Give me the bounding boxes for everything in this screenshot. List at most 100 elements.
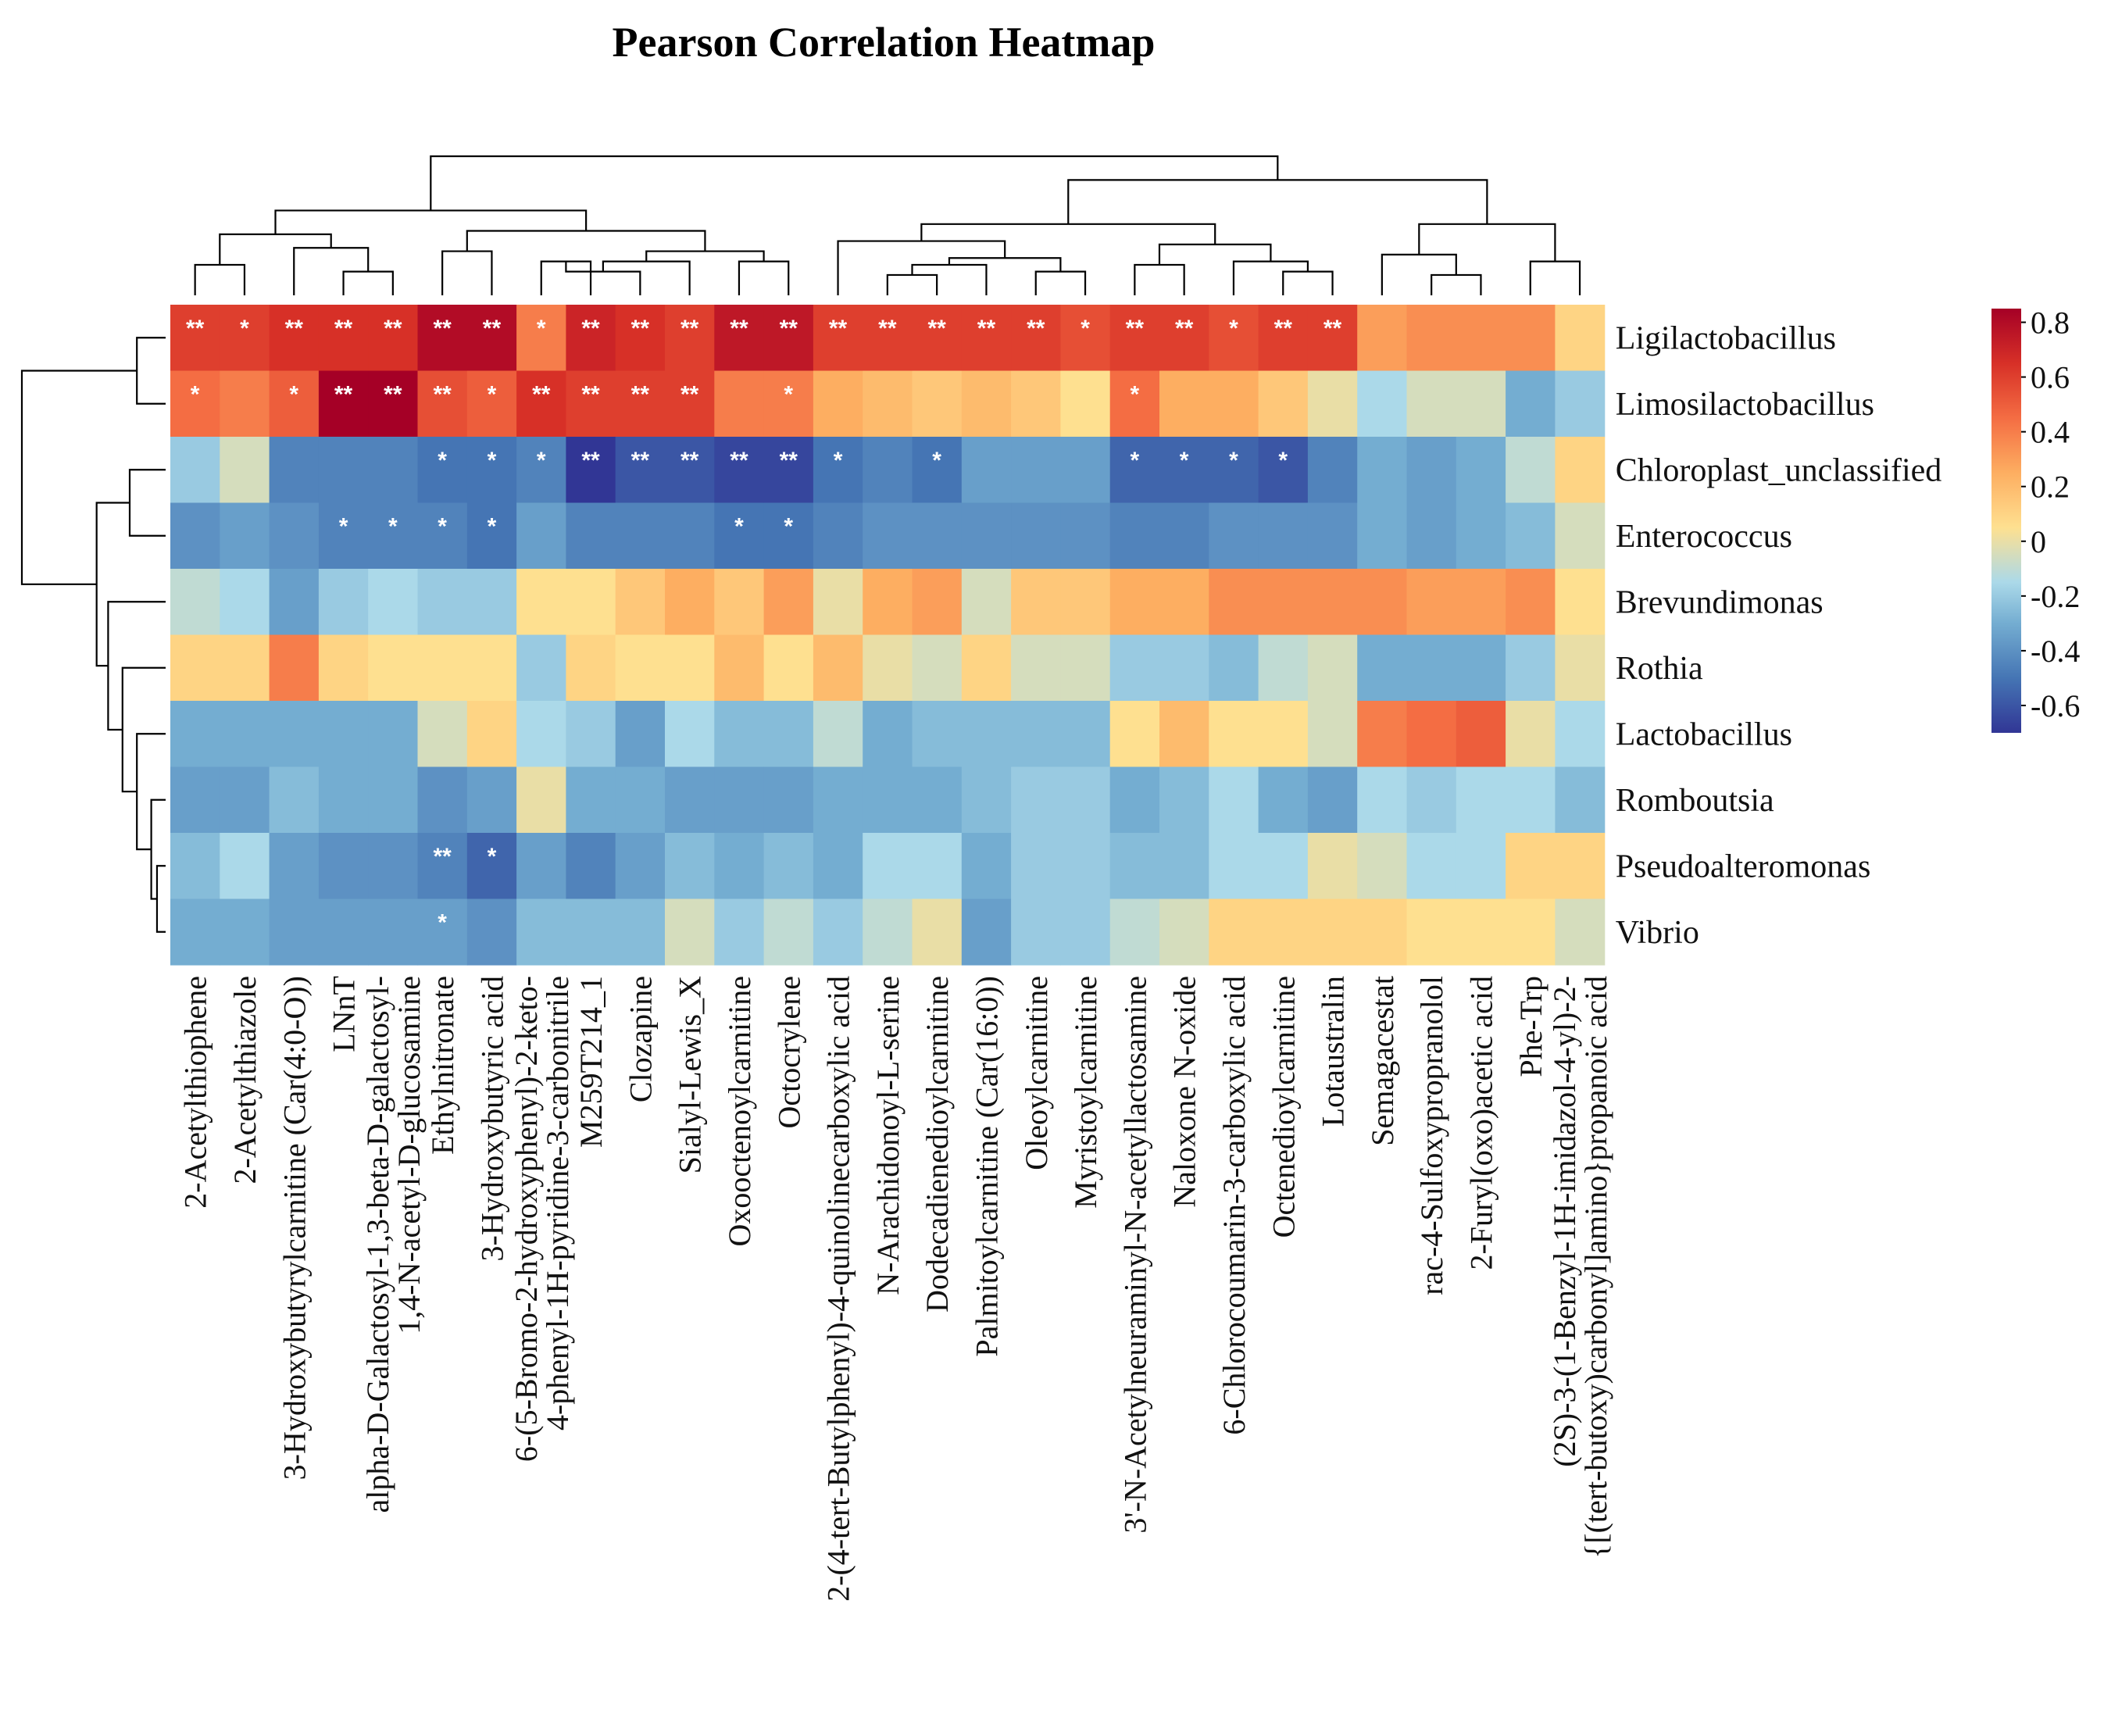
heatmap-cell — [813, 898, 863, 966]
heatmap-cell — [1357, 833, 1408, 900]
significance-mark: * — [1229, 448, 1238, 473]
heatmap-cell — [170, 701, 220, 768]
significance-mark: ** — [581, 316, 600, 341]
dendrogram-link — [602, 260, 691, 295]
heatmap-cell — [1258, 305, 1309, 372]
dendrogram-link — [1529, 260, 1581, 295]
heatmap-cell — [566, 701, 616, 768]
significance-mark: ** — [483, 316, 502, 341]
significance-mark: ** — [581, 382, 600, 408]
heatmap-cell — [1555, 701, 1606, 768]
heatmap-cell — [1258, 437, 1309, 504]
column-label: 2-Furyl(oxo)acetic acid — [1463, 976, 1499, 1270]
significance-mark: * — [438, 910, 447, 936]
significance-mark: ** — [780, 316, 798, 341]
dendrogram-link — [136, 337, 166, 405]
heatmap-cell — [615, 701, 666, 768]
heatmap-cell — [318, 766, 369, 834]
heatmap-cell — [615, 898, 666, 966]
significance-mark: * — [784, 382, 793, 408]
heatmap-cell — [1555, 437, 1606, 504]
heatmap-cell — [1555, 766, 1606, 834]
heatmap-cell — [1109, 305, 1160, 372]
heatmap-cell — [912, 634, 963, 702]
heatmap-cell — [566, 370, 616, 438]
chart-title: Pearson Correlation Heatmap — [613, 19, 1156, 66]
heatmap-cell — [912, 370, 963, 438]
heatmap-cell — [1406, 833, 1457, 900]
significance-mark: ** — [1323, 316, 1342, 341]
heatmap-cell — [1406, 569, 1457, 636]
heatmap-cell — [220, 898, 270, 966]
heatmap-cell — [220, 305, 270, 372]
heatmap-cell — [1159, 833, 1209, 900]
heatmap-cell — [417, 833, 468, 900]
heatmap-cell — [665, 701, 715, 768]
heatmap-cell — [417, 502, 468, 570]
dendrogram-link — [1134, 263, 1185, 295]
dendrogram-link — [121, 666, 166, 793]
heatmap-cell — [763, 898, 814, 966]
colorbar-tick-label: -0.6 — [2031, 688, 2080, 723]
dendrogram-link — [911, 263, 988, 295]
heatmap-cell — [1258, 701, 1309, 768]
significance-mark: * — [1180, 448, 1189, 473]
column-label: Myristoylcarnitine — [1068, 976, 1103, 1209]
significance-mark: ** — [829, 316, 848, 341]
heatmap-cell — [516, 634, 566, 702]
column-label: rac-4-Sulfoxypropranolol — [1414, 976, 1449, 1295]
heatmap-cell — [170, 569, 220, 636]
heatmap-cell — [665, 370, 715, 438]
heatmap-cell — [1011, 898, 1061, 966]
heatmap-cell — [714, 305, 765, 372]
heatmap-cell — [1456, 701, 1506, 768]
dendrogram-link — [1418, 223, 1556, 262]
heatmap-cell — [269, 766, 320, 834]
heatmap-cell — [1159, 437, 1209, 504]
heatmap-cell — [1456, 898, 1506, 966]
column-label: 3'-N-Acetylneuraminyl-N-acetyllactosamin… — [1117, 976, 1152, 1534]
heatmap-cell — [516, 701, 566, 768]
heatmap-cell — [813, 833, 863, 900]
heatmap-cell — [466, 766, 517, 834]
heatmap-cell — [615, 370, 666, 438]
heatmap-cell — [269, 437, 320, 504]
colorbar: 0.8 0.6 0.4 0.2 0 -0.2 -0.4 -0.6 — [1991, 305, 2080, 733]
colorbar-tick-label: -0.2 — [2031, 579, 2080, 614]
heatmap-cell — [961, 898, 1012, 966]
heatmap-cell — [1209, 634, 1259, 702]
heatmap-cell — [1307, 701, 1358, 768]
heatmap-cell — [170, 634, 220, 702]
heatmap-cell — [516, 898, 566, 966]
heatmap-cell — [961, 437, 1012, 504]
heatmap-cell — [665, 898, 715, 966]
dendrogram-link — [20, 370, 138, 585]
heatmap-cell — [466, 569, 517, 636]
heatmap-cell — [466, 305, 517, 372]
heatmap-cell — [368, 766, 419, 834]
heatmap-cell — [1159, 898, 1209, 966]
dendrogram-link — [430, 155, 1279, 211]
heatmap-cell — [318, 502, 369, 570]
significance-mark: ** — [532, 382, 551, 408]
significance-mark: * — [1278, 448, 1288, 473]
heatmap-cell — [1307, 305, 1358, 372]
heatmap-cell — [1555, 833, 1606, 900]
dendrogram-link — [1431, 273, 1482, 295]
heatmap-cell — [665, 305, 715, 372]
heatmap-cell — [961, 634, 1012, 702]
heatmap-cells — [170, 305, 1606, 966]
significance-mark: * — [537, 448, 546, 473]
heatmap-cell — [269, 701, 320, 768]
column-label: 3-Hydroxybutyrylcarnitine (Car(4:0-O)) — [277, 976, 312, 1480]
heatmap-cell — [665, 766, 715, 834]
heatmap-cell — [1506, 569, 1556, 636]
heatmap-cell — [1406, 898, 1457, 966]
heatmap-cell — [466, 701, 517, 768]
row-label: Limosilactobacillus — [1616, 387, 1874, 423]
heatmap-cell — [1209, 766, 1259, 834]
heatmap-cell — [170, 833, 220, 900]
column-label: LNnT — [327, 976, 362, 1052]
significance-mark: * — [438, 514, 447, 540]
heatmap-cell — [665, 634, 715, 702]
